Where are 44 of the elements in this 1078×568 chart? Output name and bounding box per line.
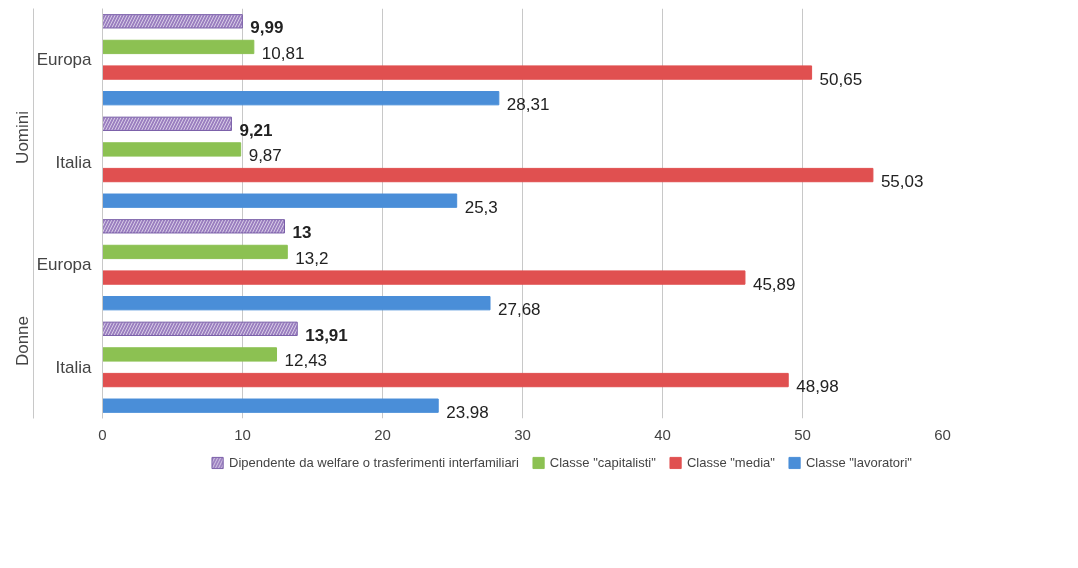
data-label: 45,89 (752, 274, 796, 294)
data-label: 13,2 (295, 248, 329, 268)
x-tick-label: 50 (794, 425, 811, 443)
bar (102, 142, 242, 157)
bar (102, 296, 491, 311)
bar (102, 398, 439, 413)
legend-label: Classe "lavoratori" (805, 454, 912, 470)
x-tick-label: 10 (234, 425, 251, 443)
data-label: 9,21 (239, 120, 273, 140)
data-label: 10,81 (261, 43, 305, 63)
legend-label: Classe "media" (686, 454, 775, 470)
data-label: 13 (292, 223, 312, 243)
data-label: 13,91 (305, 325, 348, 345)
x-tick-label: 20 (374, 425, 391, 443)
data-label: 48,98 (796, 377, 839, 397)
bar (102, 244, 288, 260)
x-tick-label: 60 (934, 425, 951, 443)
bar (102, 372, 789, 388)
bar (102, 193, 458, 208)
data-label: 55,03 (880, 172, 924, 192)
text: Uomini (13, 110, 32, 164)
data-label: 27,68 (498, 300, 541, 320)
y-tick-label: Europa (36, 50, 93, 70)
bar (102, 91, 500, 106)
data-label: 12,43 (284, 351, 328, 371)
bar (102, 270, 746, 285)
data-label: 9,87 (248, 146, 282, 166)
x-tick-label: 0 (98, 425, 107, 443)
bar (102, 39, 255, 55)
text: Donne (13, 315, 32, 367)
legend-label: Dipendente da welfare o trasferimenti interfamiliari (229, 454, 519, 470)
y-tick-label: Europa (36, 255, 93, 275)
bar (102, 65, 813, 80)
legend-label: Classe "capitalisti" (549, 454, 656, 470)
x-tick-label: 40 (654, 425, 671, 443)
data-label: 9,99 (250, 18, 284, 38)
data-label: 28,31 (506, 95, 550, 115)
x-tick-label: 30 (514, 425, 531, 443)
data-label: 25,3 (464, 197, 498, 217)
bar (102, 167, 874, 183)
y-tick-label: Italia (55, 357, 93, 377)
bar (102, 347, 278, 362)
y-tick-label: Italia (55, 152, 93, 172)
data-label: 50,65 (819, 69, 863, 89)
